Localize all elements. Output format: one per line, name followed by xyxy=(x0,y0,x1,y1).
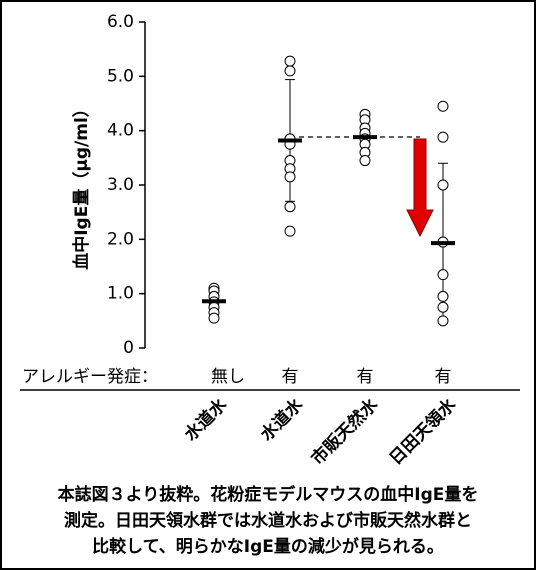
allergy-label: 無し xyxy=(211,367,245,387)
data-point xyxy=(284,55,296,67)
y-tick-label: 6.0 xyxy=(107,12,134,32)
data-point xyxy=(437,131,449,143)
y-tick-label: 0 xyxy=(123,338,134,358)
caption-line: 測定。日田天領水群では水道水および市販天然水群と xyxy=(64,510,472,531)
data-point xyxy=(437,301,449,313)
decrease-arrow xyxy=(406,138,434,238)
data-point xyxy=(437,315,449,327)
y-tick-label: 2.0 xyxy=(107,229,134,249)
row-label: アレルギー発症： xyxy=(22,367,158,387)
allergy-label: 有 xyxy=(357,367,374,387)
y-axis-label: 血中IgE量（μg/ml） xyxy=(71,100,92,270)
data-point xyxy=(284,225,296,237)
data-point xyxy=(208,312,220,324)
caption-line: 比較して、明らかなIgE量の減少が見られる。 xyxy=(92,536,444,557)
y-tick-label: 5.0 xyxy=(107,66,134,86)
y-tick-label: 3.0 xyxy=(107,175,134,195)
data-point xyxy=(437,100,449,112)
data-point xyxy=(284,201,296,213)
data-point xyxy=(437,179,449,191)
data-point xyxy=(437,269,449,281)
data-point xyxy=(359,155,371,167)
y-tick-label: 1.0 xyxy=(107,284,134,304)
allergy-label: 有 xyxy=(435,367,452,387)
data-point xyxy=(284,65,296,77)
data-point xyxy=(284,171,296,183)
data-point xyxy=(437,290,449,302)
allergy-label: 有 xyxy=(282,367,299,387)
caption-line: 本誌図３より抜粋。花粉症モデルマウスの血中IgE量を xyxy=(58,484,479,505)
y-tick-label: 4.0 xyxy=(107,121,134,141)
